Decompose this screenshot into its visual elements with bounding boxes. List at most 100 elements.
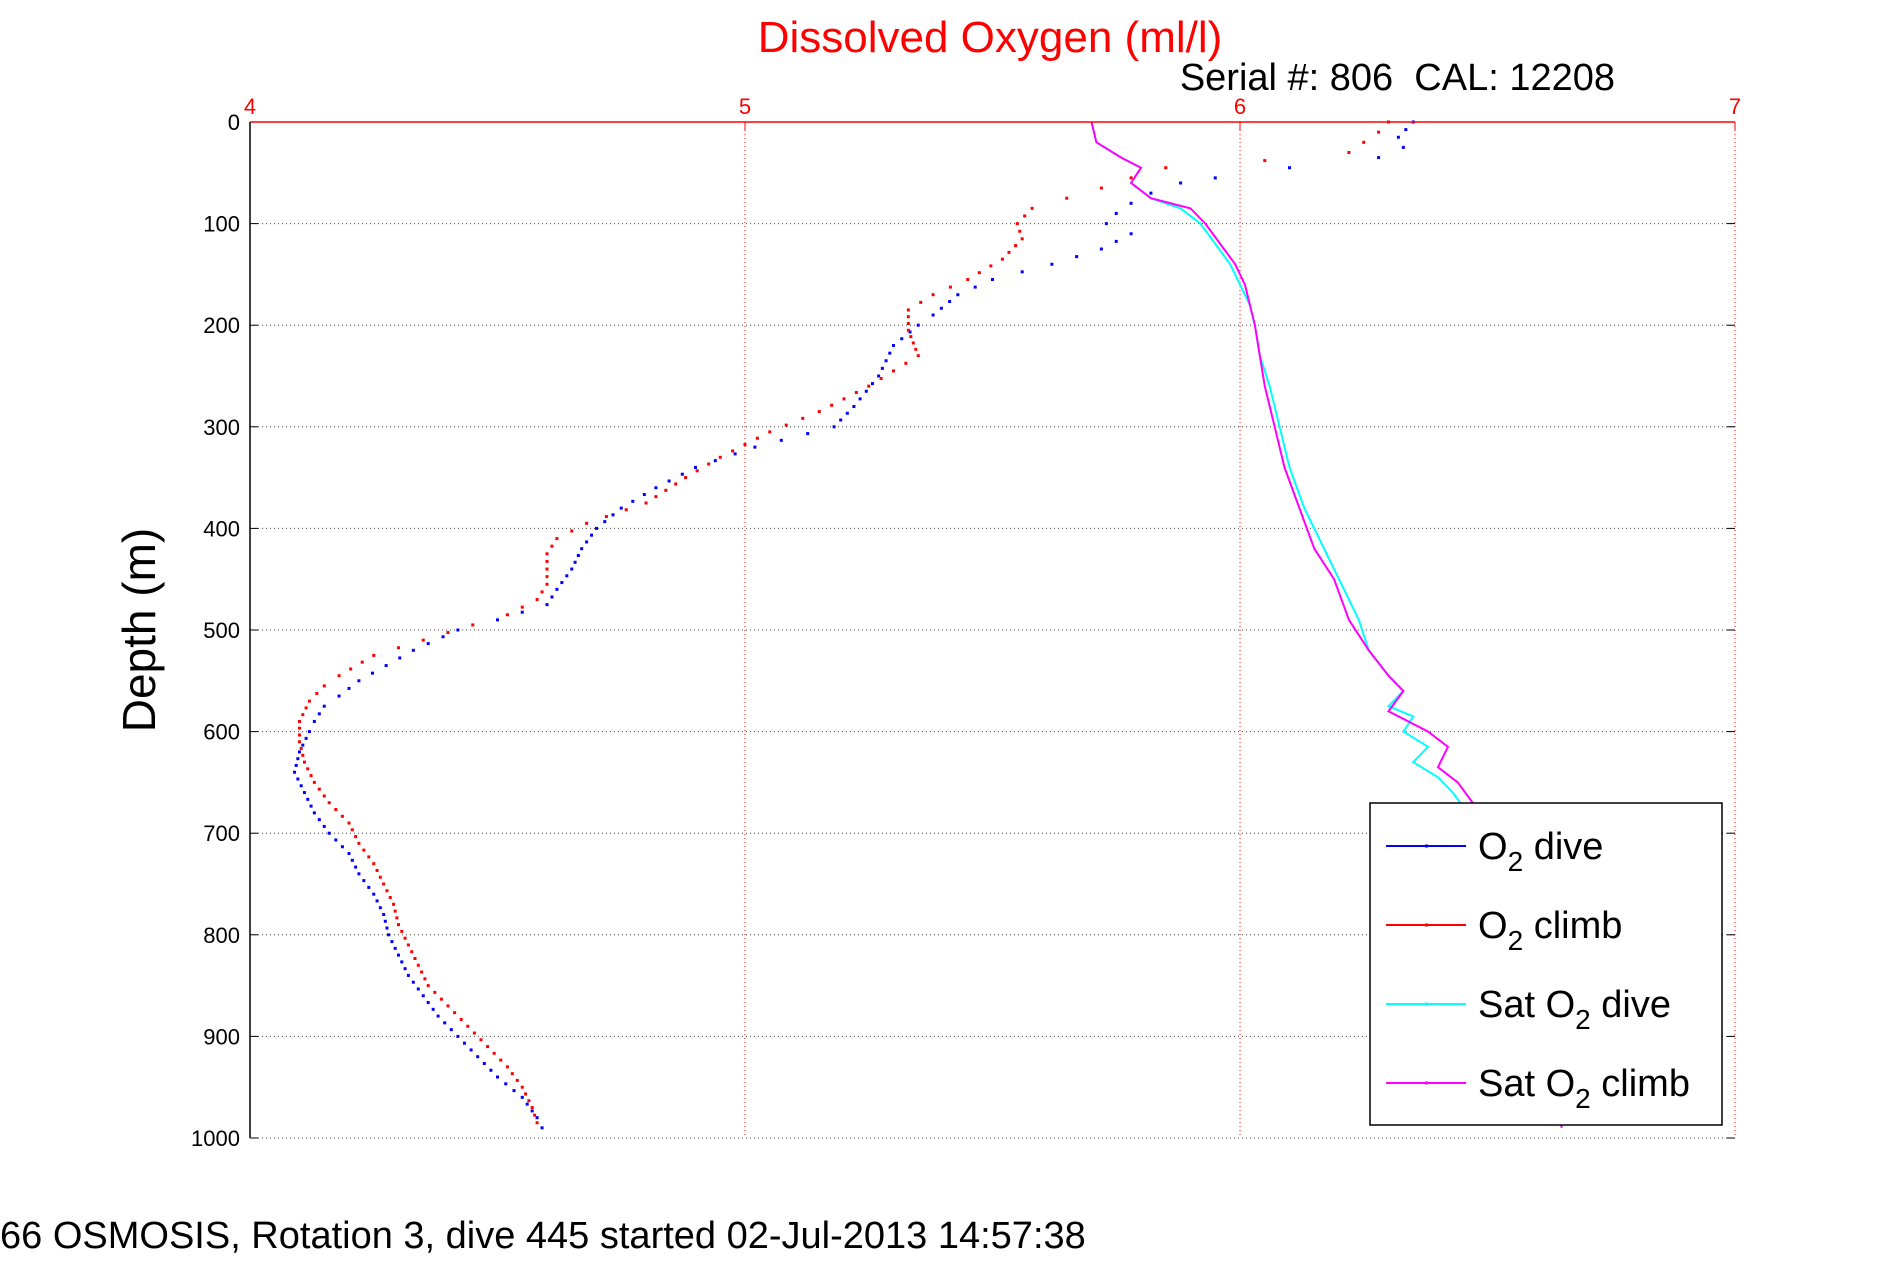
data-point-dot (904, 361, 908, 365)
data-point-dot (884, 359, 888, 363)
x-tick-label: 5 (739, 94, 751, 119)
data-point-dot (393, 946, 397, 950)
data-point-dot (375, 868, 379, 872)
data-point (916, 323, 920, 327)
data-point-dot (631, 499, 635, 503)
y-tick-label: 200 (203, 313, 240, 338)
data-point-dot (431, 1007, 435, 1011)
data-point (505, 613, 509, 617)
data-point-dot (1075, 255, 1079, 259)
data-point (505, 1065, 509, 1069)
data-point-dot (642, 493, 646, 497)
data-point-dot (334, 807, 338, 811)
data-point-dot (398, 656, 402, 660)
data-point-dot (349, 667, 353, 671)
data-point (595, 526, 598, 530)
data-point-dot (695, 469, 699, 473)
data-point-dot (299, 747, 303, 751)
legend-label-prefix: O (1478, 905, 1508, 947)
data-point (1065, 196, 1069, 200)
legend-label-prefix: Sat O (1478, 984, 1575, 1026)
chart-subtitle: Serial #: 806 CAL: 12208 (1180, 57, 1615, 99)
data-point (302, 791, 306, 795)
data-point (322, 704, 326, 708)
y-tick-label: 0 (228, 110, 240, 135)
data-point (619, 506, 623, 510)
data-point-dot (403, 967, 407, 971)
data-point (307, 730, 311, 734)
data-point-dot (298, 733, 301, 737)
legend-box (1369, 802, 1723, 1126)
legend-label-subscript: 2 (1575, 1004, 1591, 1035)
data-point-dot (530, 1109, 534, 1113)
data-point-dot (385, 889, 389, 893)
x-tick-label: 6 (1234, 94, 1246, 119)
data-point-dot (504, 1082, 508, 1086)
data-point-dot (384, 664, 388, 668)
data-point-dot (667, 479, 671, 483)
data-point-dot (550, 544, 554, 548)
data-point (817, 410, 821, 414)
data-point-dot (413, 957, 417, 961)
data-point-dot (388, 896, 392, 900)
data-point-dot (411, 980, 415, 984)
data-point-dot (390, 940, 394, 944)
data-point-dot (713, 459, 717, 463)
data-point (406, 973, 410, 977)
legend-label-prefix: Sat O (1478, 1063, 1575, 1105)
data-point-dot (306, 767, 310, 771)
data-point-dot (340, 845, 344, 849)
data-point-dot (510, 1072, 514, 1076)
data-point-dot (378, 906, 382, 910)
data-point-dot (906, 315, 910, 319)
data-point-dot (842, 397, 846, 401)
data-point (347, 852, 351, 856)
data-point (387, 933, 391, 937)
data-point-dot (397, 646, 400, 650)
data-point-dot (909, 335, 913, 339)
data-point (892, 344, 895, 348)
data-point (1263, 159, 1267, 163)
data-point-dot (604, 515, 608, 519)
legend-marker (1425, 923, 1428, 927)
data-point-dot (362, 879, 366, 883)
data-point (416, 963, 420, 967)
data-point-dot (801, 416, 805, 420)
data-point (1114, 211, 1118, 215)
data-point (1020, 237, 1024, 241)
data-point (991, 277, 994, 281)
data-point-dot (499, 1058, 503, 1062)
data-point-dot (524, 1092, 528, 1096)
y-axis-label: Depth (m) (113, 528, 165, 732)
data-point (426, 984, 430, 988)
data-point (1050, 262, 1054, 266)
data-point-dot (879, 377, 883, 381)
data-point-dot (1007, 250, 1011, 254)
data-point-dot (317, 818, 321, 822)
data-point (1179, 181, 1183, 185)
data-point (411, 648, 415, 652)
data-point-dot (512, 1089, 516, 1093)
legend-label: O2 dive (1478, 826, 1603, 877)
data-point-dot (395, 916, 399, 920)
data-point-dot (375, 899, 379, 903)
data-point-dot (570, 529, 574, 533)
data-point (347, 821, 351, 825)
data-point-dot (1114, 239, 1118, 243)
data-point-dot (426, 642, 430, 646)
data-point (421, 994, 425, 998)
data-point (753, 445, 757, 449)
data-point (1377, 156, 1381, 160)
data-point-dot (948, 299, 952, 303)
data-point-dot (733, 452, 737, 456)
data-point-dot (845, 411, 849, 415)
data-point-dot (611, 513, 615, 517)
data-point-dot (911, 341, 915, 345)
data-point-dot (304, 736, 308, 740)
data-point-dot (520, 610, 524, 614)
data-point (1129, 201, 1133, 205)
data-point-dot (624, 508, 628, 512)
data-point-dot (304, 706, 308, 710)
data-point-dot (301, 743, 305, 747)
data-point-dot (453, 1011, 457, 1015)
